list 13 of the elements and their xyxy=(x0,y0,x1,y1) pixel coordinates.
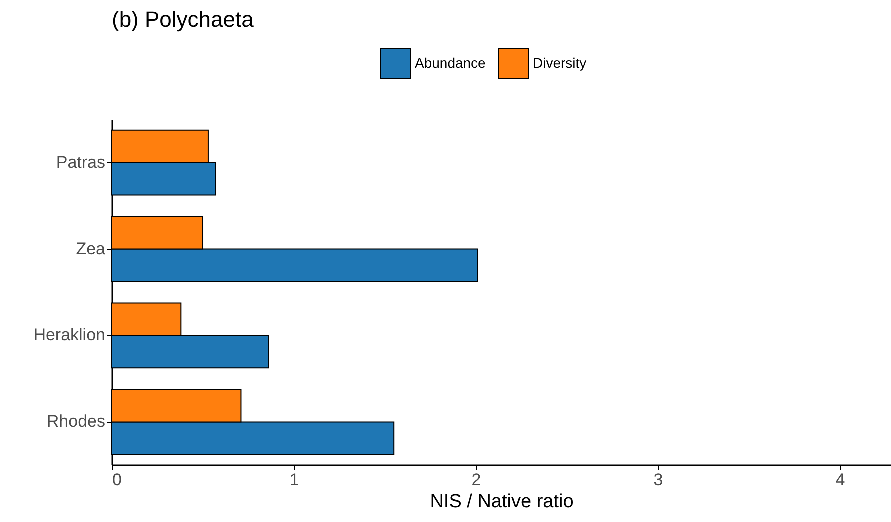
chart-title: (b) Polychaeta xyxy=(112,7,255,32)
x-tick-label: 0 xyxy=(112,470,122,490)
legend-label: Abundance xyxy=(415,54,486,71)
legend-label: Diversity xyxy=(533,54,587,71)
x-tick-label: 4 xyxy=(836,470,846,490)
x-axis-title: NIS / Native ratio xyxy=(430,492,574,512)
x-tick-label: 1 xyxy=(290,470,300,490)
x-tick-label: 2 xyxy=(472,470,482,490)
y-tick-label: Zea xyxy=(76,239,106,258)
y-tick-label: Rhodes xyxy=(46,412,106,432)
x-tick-label: 3 xyxy=(654,470,664,490)
y-tick-label: Patras xyxy=(56,152,106,172)
y-tick-label: Heraklion xyxy=(34,326,106,345)
